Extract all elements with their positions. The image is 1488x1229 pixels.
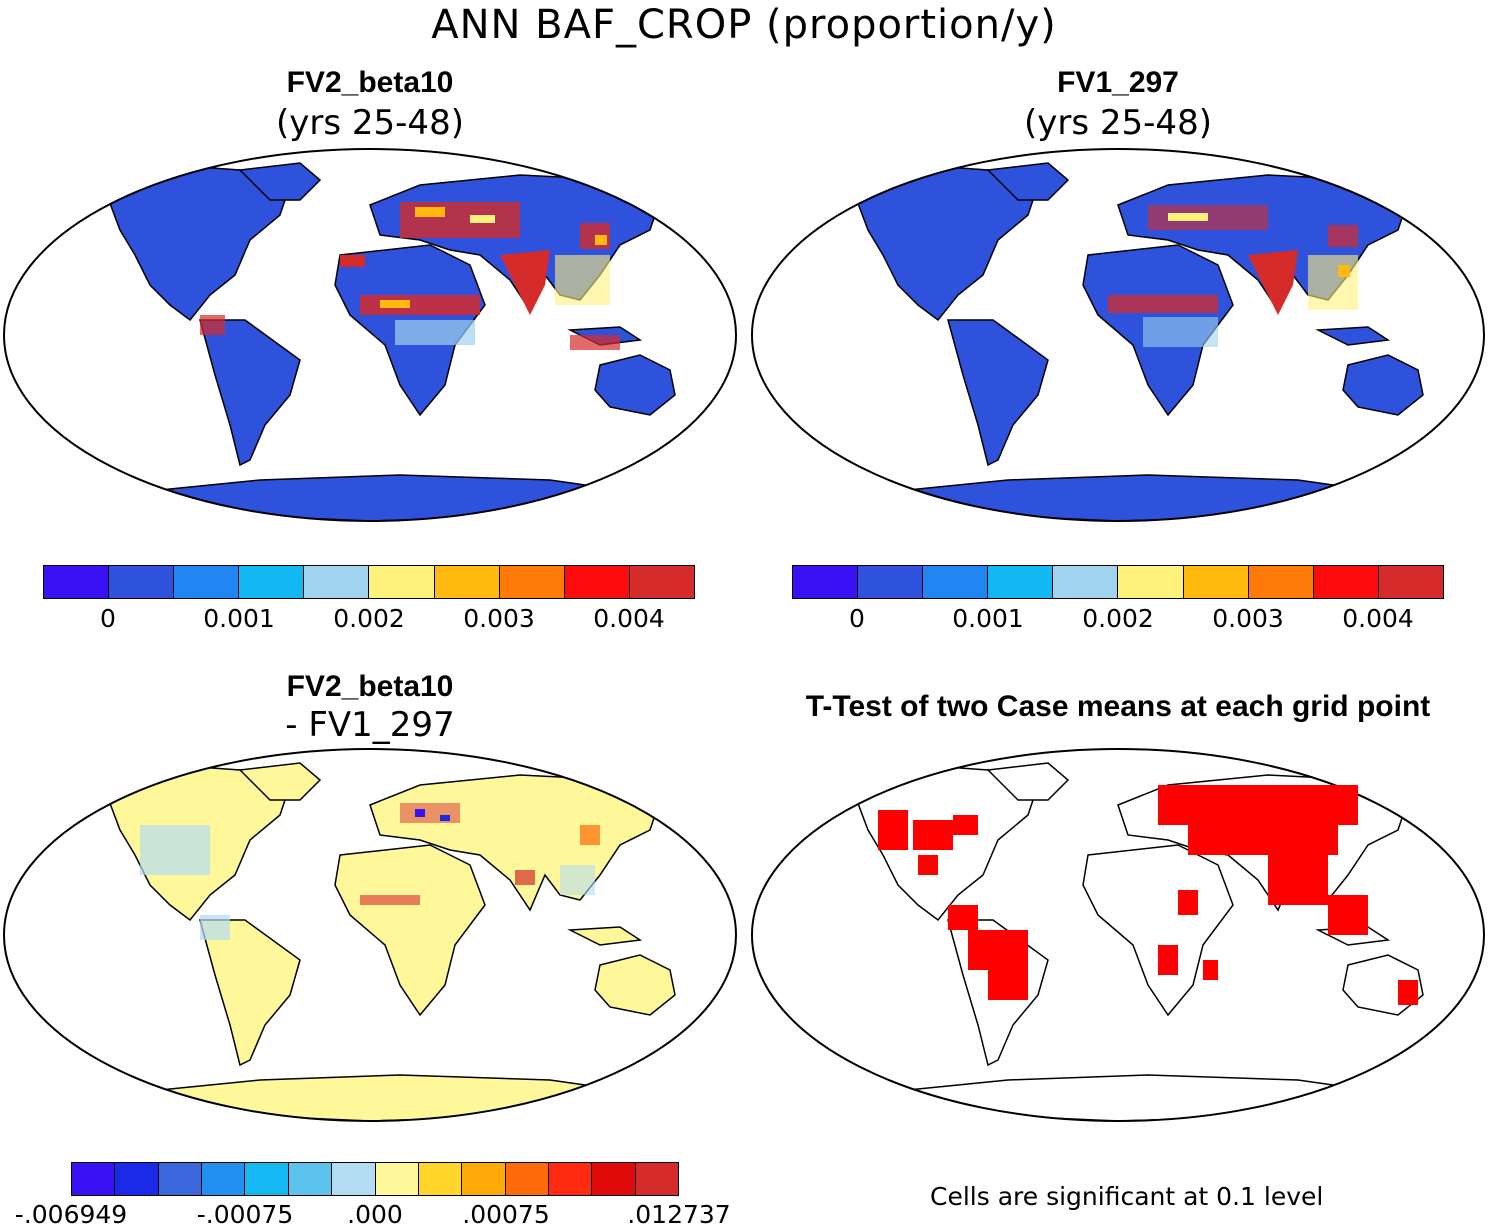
colorbar-segment	[635, 1163, 679, 1195]
colorbar-tick-label: 0.004	[1342, 604, 1414, 633]
colorbar-segment	[592, 1163, 636, 1195]
diff-hotspots-bottom-left	[140, 803, 600, 940]
panel-title-bottom-right: T-Test of two Case means at each grid po…	[805, 690, 1431, 723]
colorbar-tick-label: 0.001	[952, 604, 1024, 633]
colorbar-tick-label: 0.004	[593, 604, 665, 633]
panel-subtitle-bottom-left: - FV1_297	[285, 705, 455, 745]
colorbar-tick-label: 0.001	[203, 604, 275, 633]
colorbar-segment	[115, 1163, 159, 1195]
colorbar-segment	[288, 1163, 333, 1195]
colorbar-segment	[44, 566, 110, 598]
colorbar-segment	[434, 566, 500, 598]
colorbar-segment	[793, 566, 859, 598]
world-outline-bottom-right	[748, 745, 1488, 1125]
colorbar-tick-label: 0.003	[463, 604, 535, 633]
panel-title-bottom-left: FV2_beta10	[286, 670, 454, 703]
colorbar-segment	[304, 566, 370, 598]
panel-title-top-left: FV2_beta10	[286, 66, 454, 99]
panel-subtitle-top-left: (yrs 25-48)	[276, 103, 464, 143]
colorbar-tick-label: 0	[100, 604, 116, 633]
map-top-right	[748, 145, 1488, 525]
colorbar-segment	[1248, 566, 1314, 598]
colorbar-segment	[629, 566, 694, 598]
world-base-top-right	[748, 145, 1488, 525]
colorbar-top-right	[792, 565, 1444, 599]
colorbar-tick-label: 0.002	[333, 604, 405, 633]
map-bottom-right	[748, 745, 1488, 1125]
crop-hotspots-top-left	[200, 202, 620, 350]
colorbar-bottom-left	[71, 1162, 679, 1196]
crop-hotspots-top-right	[1108, 205, 1358, 347]
world-diff-bottom-left	[0, 745, 740, 1125]
colorbar-segment	[375, 1163, 419, 1195]
colorbar-tick-label: 0.003	[1212, 604, 1284, 633]
panel-subtitle-top-right: (yrs 25-48)	[1024, 103, 1212, 143]
colorbar-segment	[462, 1163, 506, 1195]
colorbar-segment	[174, 566, 240, 598]
figure-title: ANN BAF_CROP (proportion/y)	[431, 2, 1057, 48]
colorbar-segment	[245, 1163, 289, 1195]
colorbar-segment	[239, 566, 305, 598]
colorbar-segment	[72, 1163, 116, 1195]
colorbar-segment	[505, 1163, 549, 1195]
colorbar-tick-label: -.00075	[196, 1200, 294, 1229]
colorbar-segment	[923, 566, 989, 598]
colorbar-segment	[858, 566, 924, 598]
colorbar-segment	[988, 566, 1054, 598]
map-top-left	[0, 145, 740, 525]
colorbar-segment	[1053, 566, 1119, 598]
colorbar-segment	[332, 1163, 376, 1195]
colorbar-tick-label: -.006949	[14, 1200, 128, 1229]
colorbar-segment	[548, 1163, 593, 1195]
colorbar-segment	[564, 566, 630, 598]
colorbar-segment	[1313, 566, 1379, 598]
world-base-top-left	[0, 145, 740, 525]
significant-cells-bottom-right	[878, 785, 1418, 1005]
colorbar-top-left	[43, 565, 695, 599]
colorbar-segment	[202, 1163, 246, 1195]
map-bottom-left	[0, 745, 740, 1125]
colorbar-tick-label: .00075	[462, 1200, 550, 1229]
colorbar-segment	[418, 1163, 463, 1195]
colorbar-segment	[369, 566, 435, 598]
colorbar-segment	[499, 566, 565, 598]
colorbar-segment	[109, 566, 175, 598]
colorbar-segment	[1183, 566, 1249, 598]
colorbar-tick-label: 0.002	[1082, 604, 1154, 633]
colorbar-segment	[158, 1163, 203, 1195]
colorbar-tick-label: 0	[849, 604, 865, 633]
colorbar-tick-label: .012737	[627, 1200, 731, 1229]
panel-title-top-right: FV1_297	[1057, 66, 1179, 99]
significance-note: Cells are significant at 0.1 level	[930, 1182, 1324, 1211]
colorbar-segment	[1378, 566, 1443, 598]
colorbar-tick-label: .000	[347, 1200, 403, 1229]
colorbar-segment	[1118, 566, 1184, 598]
